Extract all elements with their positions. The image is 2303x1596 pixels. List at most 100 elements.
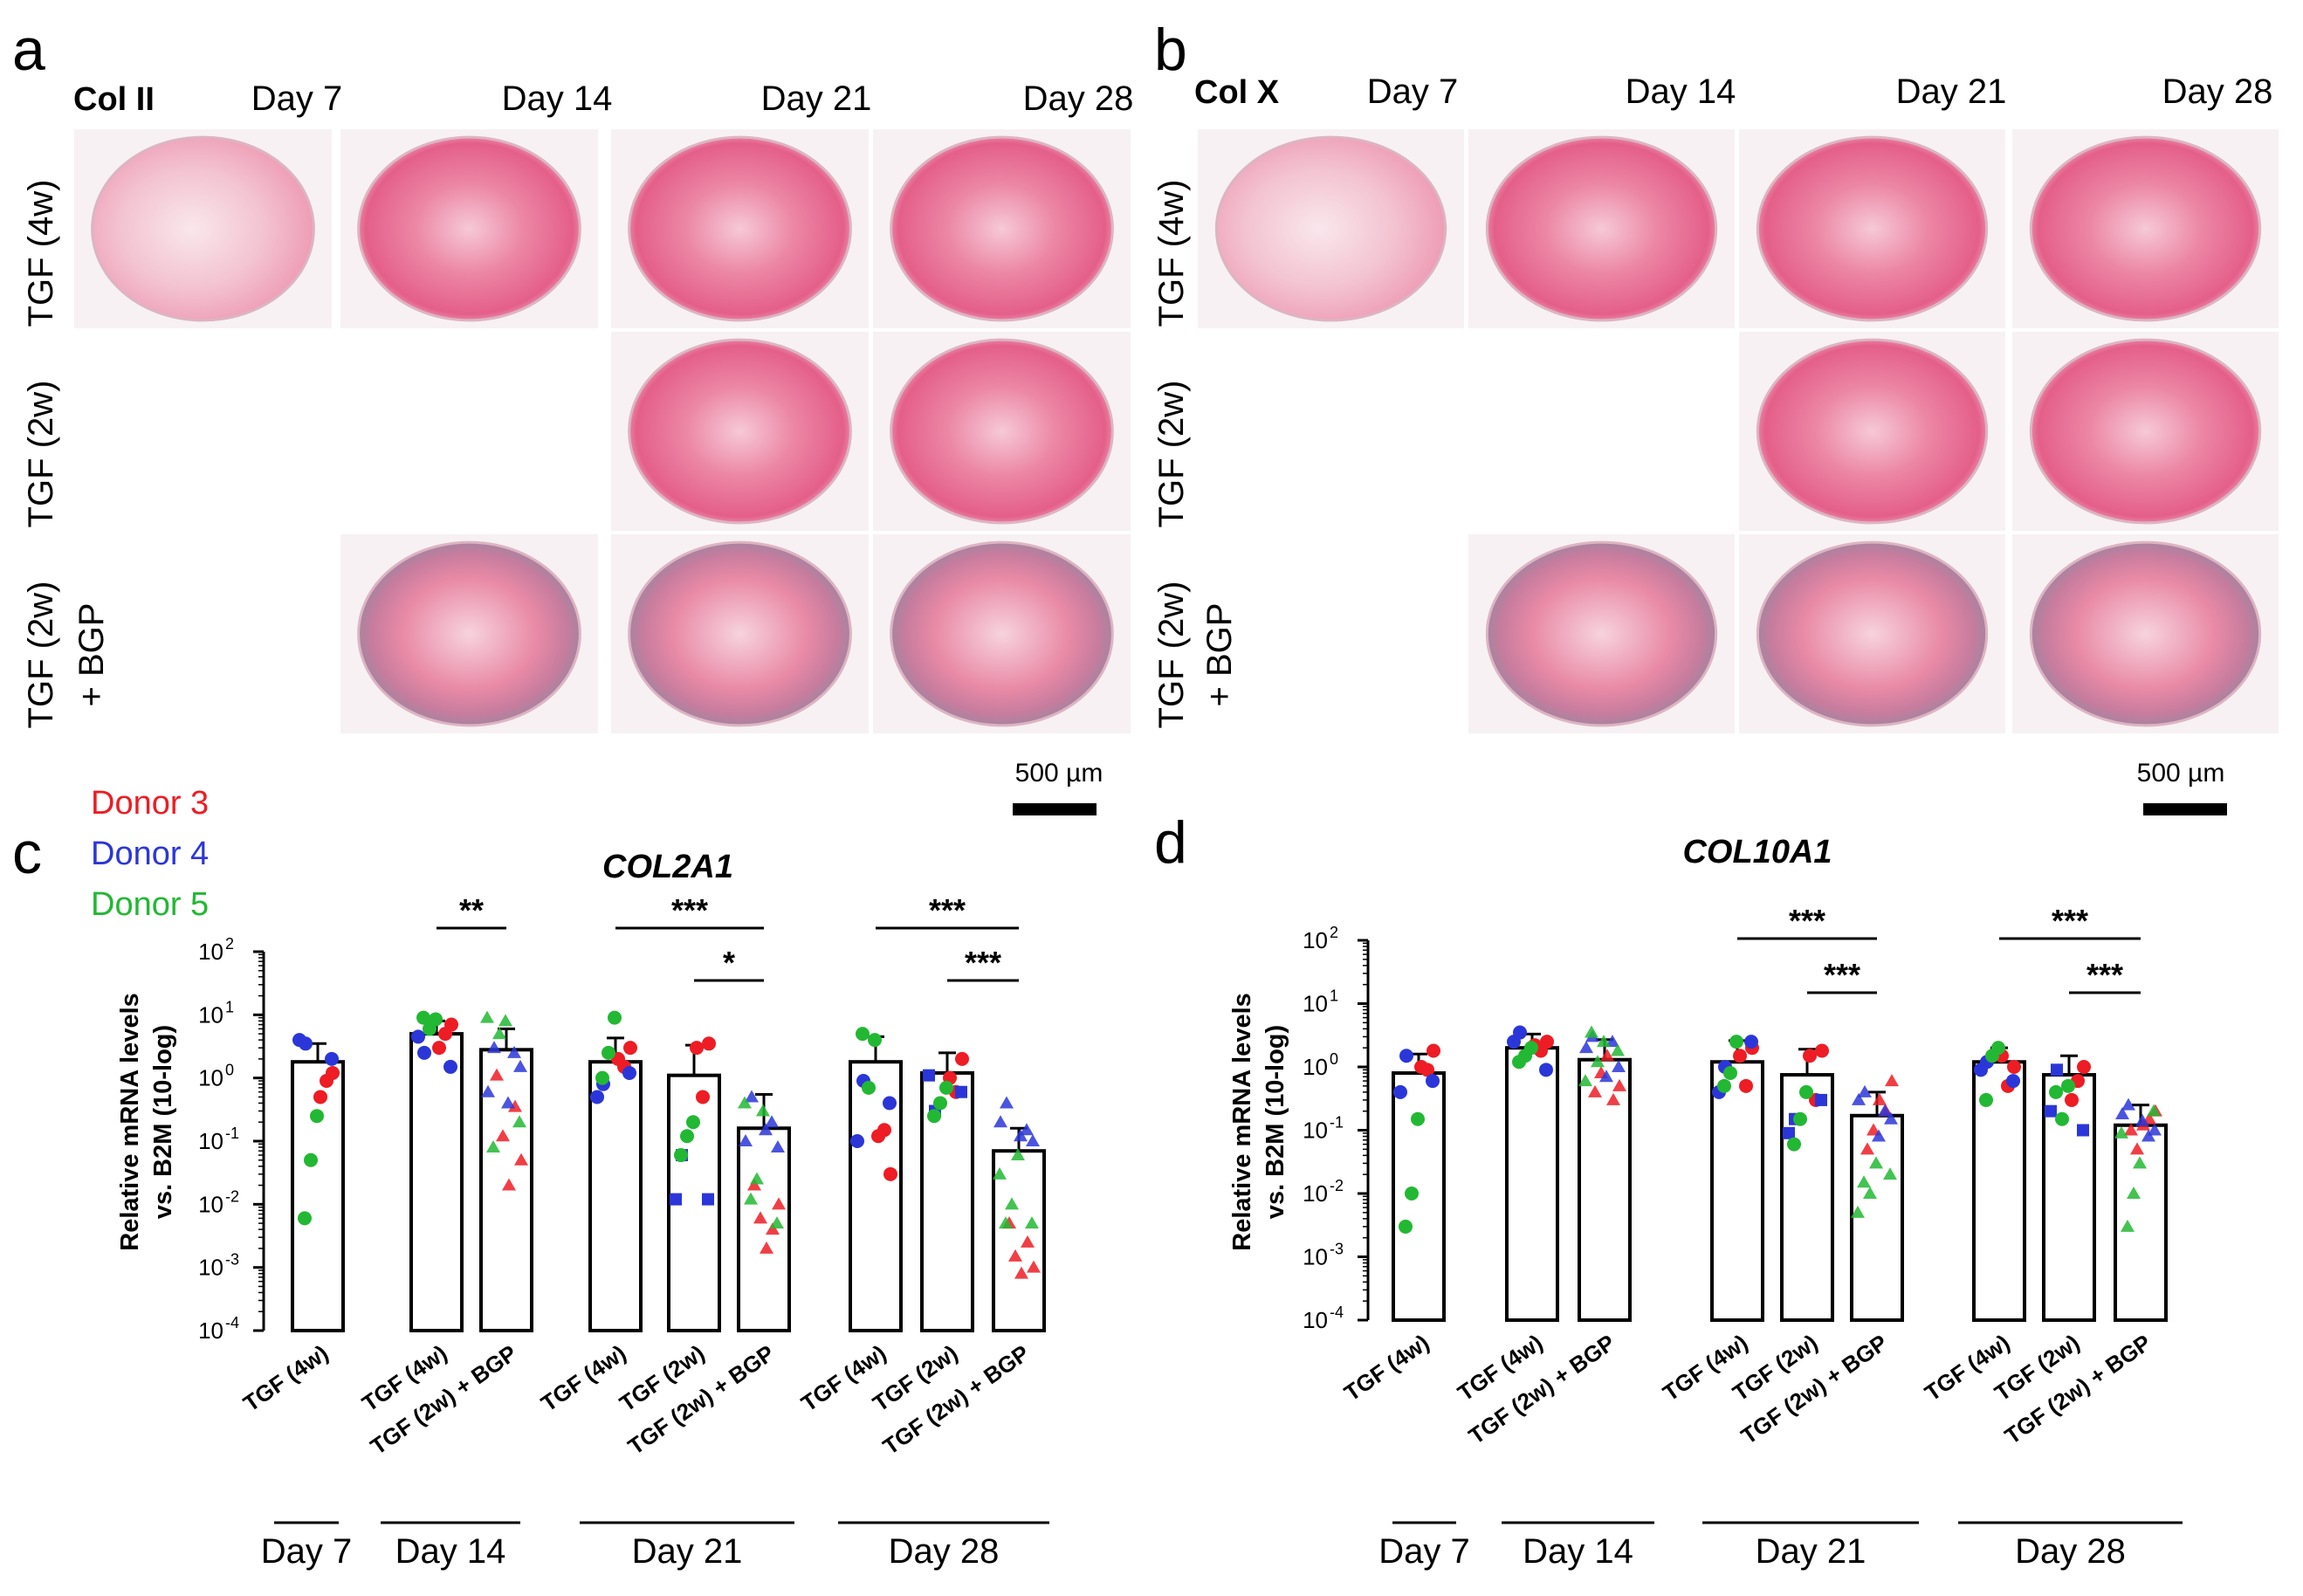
data-point-donor-4 <box>702 1193 714 1206</box>
data-point-donor-4 <box>1014 1129 1028 1142</box>
data-point-donor-5 <box>2133 1156 2147 1169</box>
panel-d-letter: d <box>1154 809 1187 876</box>
panel-a-scale-bar <box>1013 803 1097 815</box>
data-point-donor-5 <box>486 1140 500 1153</box>
histology-pellet-section <box>1756 135 1989 322</box>
histology-pellet-section <box>91 135 315 322</box>
data-point-donor-5 <box>1857 1175 1871 1188</box>
panel-b: b Col X Day 7 Day 14 Day 21 Day 28 TGF (… <box>1152 17 2279 815</box>
histology-pellet-section <box>357 540 581 727</box>
data-point-donor-5 <box>1979 1092 1993 1107</box>
y-tick-label: 10 <box>198 1001 223 1028</box>
data-point-donor-4 <box>1815 1093 1827 1106</box>
significance-label: *** <box>929 892 966 928</box>
data-point-donor-4 <box>883 1096 897 1111</box>
data-point-donor-4 <box>590 1090 604 1104</box>
data-point-donor-5 <box>492 1027 506 1040</box>
bar <box>1578 1057 1632 1323</box>
data-point-donor-5 <box>1597 1035 1611 1048</box>
data-point-donor-5 <box>1025 1216 1039 1229</box>
panel-a-day-label: Day 14 <box>502 79 613 118</box>
data-point-donor-3 <box>753 1211 767 1224</box>
histology-pellet-section <box>1485 135 1718 322</box>
data-point-donor-5 <box>993 1166 1007 1180</box>
data-point-donor-4 <box>1872 1129 1886 1142</box>
bar <box>2114 1123 2168 1323</box>
bar <box>1780 1073 1834 1323</box>
legend-donor-4: Donor 4 <box>91 836 209 872</box>
day-group-label: Day 7 <box>261 1532 353 1571</box>
data-point-donor-5 <box>1883 1167 1897 1180</box>
data-point-donor-4 <box>1612 1060 1626 1072</box>
y-tick-label: 10 <box>1303 991 1328 1017</box>
x-category-label: TGF (4w) <box>238 1339 333 1416</box>
panel-b-scale-bar <box>2143 803 2227 815</box>
data-point-donor-5 <box>756 1104 770 1117</box>
panel-b-scale-text: 500 µm <box>2137 759 2225 788</box>
data-point-donor-4 <box>739 1134 753 1146</box>
histology-pellet-section <box>1214 135 1447 322</box>
panel-b-letter: b <box>1154 17 1187 83</box>
panel-a-row-labels: TGF (4w) TGF (2w) TGF (2w) + BGP <box>22 180 111 729</box>
day-group-label: Day 21 <box>632 1532 743 1571</box>
data-point-donor-5 <box>498 1014 512 1027</box>
data-point-donor-5 <box>933 1096 947 1111</box>
panel-b-day-label: Day 28 <box>2162 72 2273 111</box>
data-point-donor-5 <box>1591 1055 1605 1068</box>
panel-a-day-label: Day 21 <box>761 79 872 118</box>
data-point-donor-5 <box>939 1080 953 1095</box>
chart-d-title: COL10A1 <box>1682 834 1832 870</box>
data-point-donor-3 <box>1027 1260 1041 1273</box>
data-point-donor-4 <box>759 1123 773 1136</box>
data-point-donor-4 <box>1507 1035 1521 1049</box>
data-point-donor-4 <box>481 1084 495 1097</box>
data-point-donor-5 <box>686 1115 700 1130</box>
data-point-donor-4 <box>771 1140 785 1153</box>
data-point-donor-5 <box>1799 1084 1813 1099</box>
y-tick-exponent: -2 <box>1330 1177 1344 1194</box>
data-point-donor-4 <box>1878 1104 1892 1117</box>
y-tick-exponent: -2 <box>225 1187 239 1205</box>
significance-label: *** <box>1789 903 1825 939</box>
data-point-donor-4 <box>1884 1111 1898 1125</box>
data-point-donor-3 <box>2130 1142 2144 1155</box>
data-point-donor-5 <box>1512 1055 1526 1070</box>
data-point-donor-3 <box>760 1241 773 1254</box>
data-point-donor-3 <box>623 1041 637 1056</box>
day-group-label: Day 14 <box>1523 1532 1633 1571</box>
data-point-donor-3 <box>320 1073 333 1088</box>
data-point-donor-4 <box>2051 1063 2063 1077</box>
data-point-donor-5 <box>1869 1156 1883 1169</box>
data-point-donor-4 <box>2141 1129 2155 1142</box>
significance-label: *** <box>1824 957 1860 993</box>
y-tick-exponent: 2 <box>225 935 234 953</box>
data-point-donor-3 <box>1815 1043 1829 1058</box>
data-point-donor-4 <box>2121 1097 2135 1111</box>
data-point-donor-3 <box>772 1197 786 1210</box>
data-point-donor-3 <box>1873 1092 1887 1105</box>
day-group-label: Day 14 <box>395 1532 506 1571</box>
y-tick-exponent: -1 <box>225 1125 239 1142</box>
data-point-donor-5 <box>2061 1078 2075 1093</box>
data-point-donor-4 <box>1539 1063 1553 1077</box>
histology-pellet-section <box>628 540 852 727</box>
significance-label: ** <box>459 892 484 928</box>
data-point-donor-3 <box>432 1041 446 1056</box>
row-label: + BGP <box>1200 603 1239 707</box>
y-tick-exponent: -1 <box>1330 1114 1344 1132</box>
chart-c-ylabel: Relative mRNA levels <box>116 993 144 1251</box>
bar <box>737 1126 791 1333</box>
data-point-donor-5 <box>1729 1035 1743 1049</box>
row-label: TGF (2w) <box>22 381 60 528</box>
data-point-donor-4 <box>1858 1084 1872 1097</box>
data-point-donor-3 <box>1414 1060 1428 1074</box>
data-point-donor-3 <box>2065 1092 2079 1107</box>
histology-pellet-section <box>1756 338 1989 525</box>
data-point-donor-3 <box>1600 1049 1614 1062</box>
data-point-donor-3 <box>766 1222 780 1235</box>
x-category-label: TGF (4w) <box>536 1339 630 1416</box>
data-point-donor-5 <box>595 1070 609 1085</box>
bar <box>1505 1046 1559 1322</box>
panel-b-day-label: Day 7 <box>1367 72 1459 111</box>
